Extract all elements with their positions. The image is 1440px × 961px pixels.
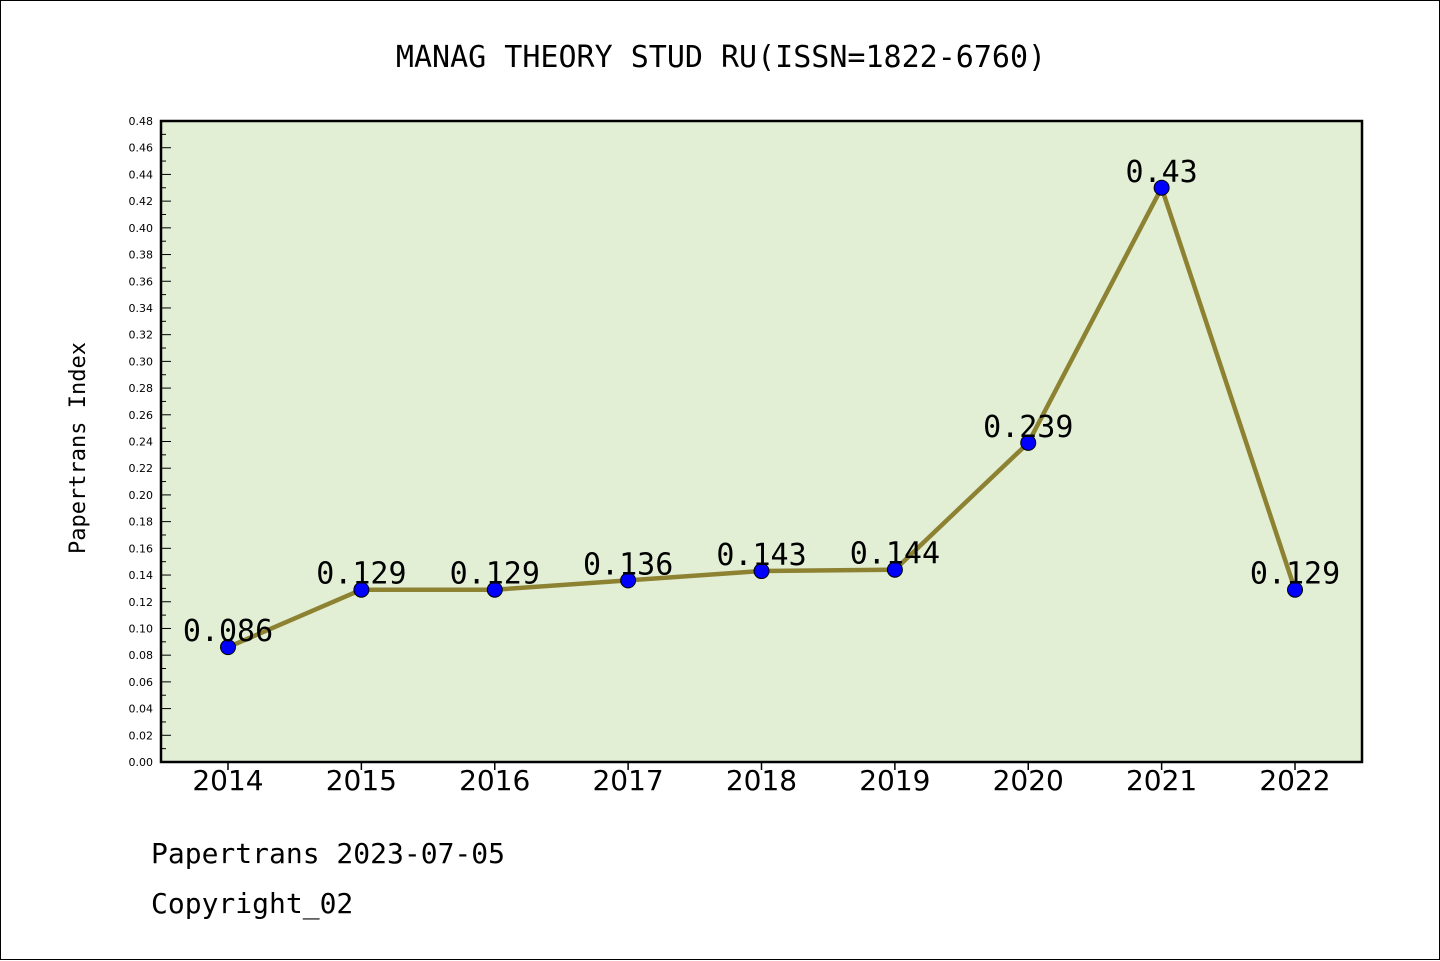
data-label: 0.129	[450, 557, 540, 592]
y-tick-label: 0.48	[129, 115, 154, 128]
y-tick-label: 0.24	[129, 436, 154, 449]
data-label: 0.144	[850, 537, 940, 572]
data-label: 0.129	[316, 557, 406, 592]
x-tick-label: 2019	[859, 764, 930, 797]
y-tick-label: 0.38	[129, 249, 154, 262]
y-tick-label: 0.04	[129, 703, 154, 716]
x-tick-label: 2018	[726, 764, 797, 797]
source-date-text: Papertrans 2023-07-05	[151, 837, 506, 870]
y-tick-label: 0.26	[129, 409, 154, 422]
y-tick-label: 0.18	[129, 516, 154, 529]
data-point	[753, 563, 770, 580]
data-label: 0.143	[716, 538, 806, 573]
data-point	[353, 581, 370, 598]
series-papertrans-index	[220, 179, 1303, 656]
y-tick-label: 0.36	[129, 275, 154, 288]
y-tick-label: 0.22	[129, 462, 154, 475]
data-point	[886, 561, 903, 578]
y-tick-label: 0.40	[129, 222, 154, 235]
data-point	[620, 572, 637, 589]
y-tick-label: 0.00	[129, 756, 154, 769]
y-tick-label: 0.10	[129, 622, 154, 635]
data-labels: 0.086 0.129 0.129 0.136 0.143 0.144 0.239 0.43 0…	[183, 155, 1340, 649]
data-point	[220, 639, 236, 656]
y-tick-label: 0.28	[129, 382, 154, 395]
y-tick-label: 0.06	[129, 676, 154, 689]
y-tick-label: 0.32	[129, 329, 154, 342]
copyright-text: Copyright_02	[151, 887, 354, 920]
x-tick-label: 2014	[192, 764, 263, 797]
data-point	[1020, 434, 1037, 451]
data-label: 0.086	[183, 614, 273, 649]
y-tick-label: 0.16	[129, 542, 154, 555]
x-tick-label: 2015	[326, 764, 397, 797]
y-tick-label: 0.30	[129, 355, 154, 368]
y-axis: 0.00 0.02 0.04 0.06 0.08 0.10 0.12 0.14 0.16 0.18…	[129, 115, 171, 769]
data-point	[486, 581, 503, 598]
x-tick-label: 2016	[459, 764, 530, 797]
y-tick-label: 0.42	[129, 195, 154, 208]
y-tick-label: 0.46	[129, 142, 154, 155]
data-point	[1287, 581, 1303, 598]
data-label: 0.136	[583, 547, 673, 582]
x-axis: 2014 2015 2016 2017 2018 2019 2020 2021 2022	[192, 762, 1331, 797]
y-tick-label: 0.20	[129, 489, 154, 502]
y-tick-label: 0.34	[129, 302, 154, 315]
y-tick-label: 0.12	[129, 596, 154, 609]
y-axis-label: Papertrans Index	[66, 342, 91, 554]
data-label: 0.129	[1250, 557, 1340, 592]
chart-title: MANAG THEORY STUD RU(ISSN=1822-6760)	[396, 40, 1046, 75]
y-tick-label: 0.44	[129, 168, 154, 181]
y-tick-label: 0.08	[129, 649, 154, 662]
x-tick-label: 2020	[993, 764, 1064, 797]
x-tick-label: 2021	[1126, 764, 1197, 797]
x-tick-label: 2022	[1259, 764, 1330, 797]
y-tick-label: 0.02	[129, 729, 154, 742]
plot-area	[159, 119, 1364, 764]
data-point	[1153, 179, 1170, 196]
data-label: 0.43	[1126, 155, 1198, 190]
x-tick-label: 2017	[592, 764, 663, 797]
y-tick-label: 0.14	[129, 569, 154, 582]
data-label: 0.239	[983, 410, 1073, 445]
